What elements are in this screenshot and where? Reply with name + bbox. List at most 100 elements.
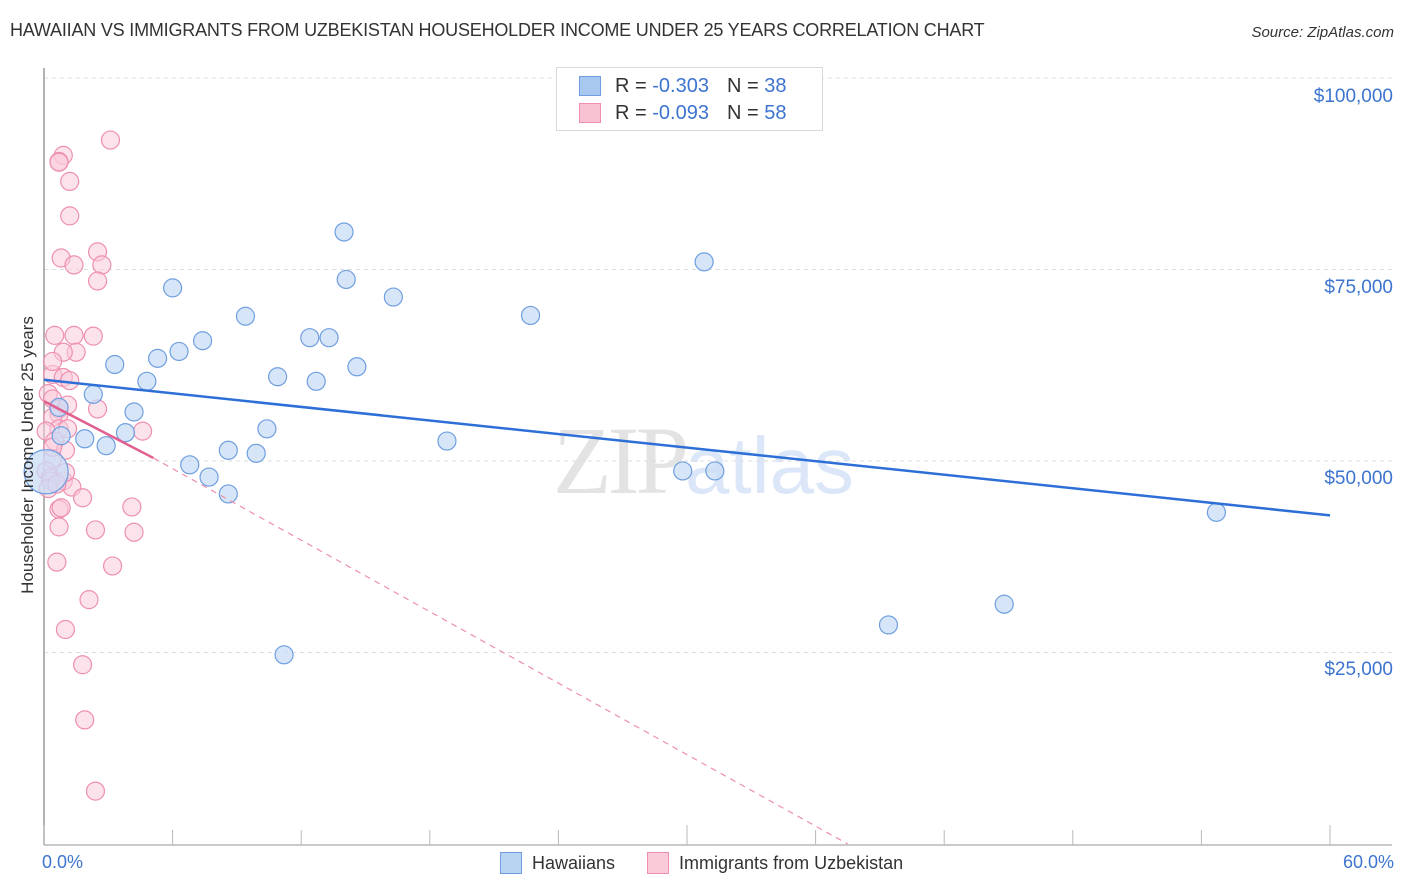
data-point[interactable] [60, 370, 80, 391]
data-point[interactable] [137, 371, 157, 391]
data-point[interactable] [694, 252, 714, 272]
data-point[interactable] [115, 423, 136, 443]
data-point[interactable] [124, 522, 144, 542]
data-point[interactable] [257, 419, 277, 439]
data-point[interactable] [274, 645, 294, 665]
r-label: R = [615, 74, 647, 97]
data-point[interactable] [300, 328, 320, 348]
hawaiians-trend-line [43, 378, 1331, 517]
data-point[interactable] [193, 331, 213, 351]
data-point[interactable] [42, 351, 63, 372]
data-point[interactable] [347, 357, 367, 377]
hawaiians-swatch-icon [579, 76, 601, 96]
data-point[interactable] [122, 497, 142, 517]
data-point[interactable] [132, 421, 153, 441]
data-point[interactable] [306, 371, 326, 391]
data-point[interactable] [319, 328, 339, 348]
data-point[interactable] [51, 426, 71, 446]
data-point[interactable] [92, 255, 112, 275]
data-point[interactable] [55, 619, 76, 640]
x-tick-min: 0.0% [42, 852, 84, 872]
trend-lines [43, 378, 1331, 845]
data-point[interactable] [383, 287, 403, 307]
y-tick-25000: $25,000 [1324, 659, 1393, 680]
data-point[interactable] [23, 449, 69, 495]
data-point[interactable] [218, 484, 238, 504]
data-point[interactable] [75, 429, 95, 449]
data-point[interactable] [83, 384, 103, 404]
data-point[interactable] [72, 488, 93, 508]
data-point[interactable] [79, 590, 99, 610]
data-point[interactable] [45, 325, 65, 345]
data-point[interactable] [85, 520, 106, 540]
data-point[interactable] [100, 130, 121, 150]
r-value: -0.303 [652, 74, 709, 97]
gridlines [44, 77, 1392, 653]
source-label: Source: ZipAtlas.com [1251, 24, 1394, 41]
data-point[interactable] [336, 269, 356, 290]
data-point[interactable] [60, 206, 80, 226]
y-axis-label: Householder Income Under 25 years [18, 316, 37, 594]
stats-row-hawaiians: R = -0.303 N = 38 [579, 73, 786, 99]
data-point[interactable] [49, 517, 69, 537]
data-point[interactable] [64, 255, 84, 275]
data-point[interactable] [180, 455, 200, 475]
x-axis-ticks [43, 825, 1331, 845]
n-value: 38 [764, 74, 787, 97]
data-point[interactable] [124, 402, 144, 422]
y-tick-100000: $100,000 [1313, 86, 1393, 107]
data-point[interactable] [334, 222, 354, 242]
data-point[interactable] [49, 152, 69, 172]
stats-legend: R = -0.303 N = 38 R = -0.093 N = 58 [556, 67, 823, 131]
data-point[interactable] [72, 655, 93, 675]
data-point[interactable] [47, 552, 67, 572]
uzbekistan-swatch-icon [579, 103, 601, 123]
data-point[interactable] [102, 556, 123, 576]
legend-item-hawaiians[interactable]: Hawaiians [500, 852, 615, 874]
n-value: 58 [764, 101, 787, 124]
legend-label: Hawaiians [532, 852, 616, 873]
data-point[interactable] [87, 271, 108, 291]
x-tick-max: 60.0% [1342, 852, 1394, 872]
data-point[interactable] [218, 440, 238, 460]
data-point[interactable] [163, 278, 183, 298]
data-point[interactable] [105, 354, 125, 375]
y-tick-75000: $75,000 [1324, 277, 1393, 298]
data-point[interactable] [75, 710, 95, 730]
n-label: N = [726, 74, 759, 97]
n-label: N = [726, 101, 759, 124]
data-point[interactable] [437, 431, 457, 451]
data-point[interactable] [169, 341, 189, 362]
stats-row-uzbekistan: R = -0.093 N = 58 [579, 100, 786, 126]
data-point[interactable] [199, 467, 219, 487]
series-legend: Hawaiians Immigrants from Uzbekistan [500, 852, 935, 874]
uzbekistan-trend-line [43, 400, 154, 460]
uzbekistan-legend-swatch-icon [647, 852, 670, 874]
data-point[interactable] [878, 615, 899, 635]
data-point[interactable] [994, 594, 1014, 614]
data-point[interactable] [1206, 502, 1227, 522]
hawaiians-legend-swatch-icon [500, 852, 522, 874]
y-tick-50000: $50,000 [1324, 468, 1393, 489]
data-point[interactable] [96, 436, 116, 456]
data-point[interactable] [60, 171, 80, 192]
data-point[interactable] [673, 461, 693, 481]
uzbekistan-trend-extension [153, 457, 849, 845]
data-point[interactable] [235, 306, 256, 326]
data-point[interactable] [83, 326, 103, 346]
chart-title: HAWAIIAN VS IMMIGRANTS FROM UZBEKISTAN H… [10, 20, 985, 40]
data-point[interactable] [246, 443, 266, 463]
legend-item-uzbekistan[interactable]: Immigrants from Uzbekistan [647, 852, 903, 874]
series-hawaiians-points [23, 222, 1227, 665]
data-point[interactable] [85, 781, 106, 801]
data-point[interactable] [705, 461, 725, 481]
data-point[interactable] [520, 305, 541, 326]
r-label: R = [615, 101, 647, 124]
data-point[interactable] [147, 348, 168, 368]
data-point[interactable] [268, 367, 288, 387]
data-point[interactable] [51, 498, 71, 518]
legend-label: Immigrants from Uzbekistan [679, 852, 904, 873]
data-point[interactable] [64, 325, 84, 345]
r-value: -0.093 [652, 101, 709, 124]
